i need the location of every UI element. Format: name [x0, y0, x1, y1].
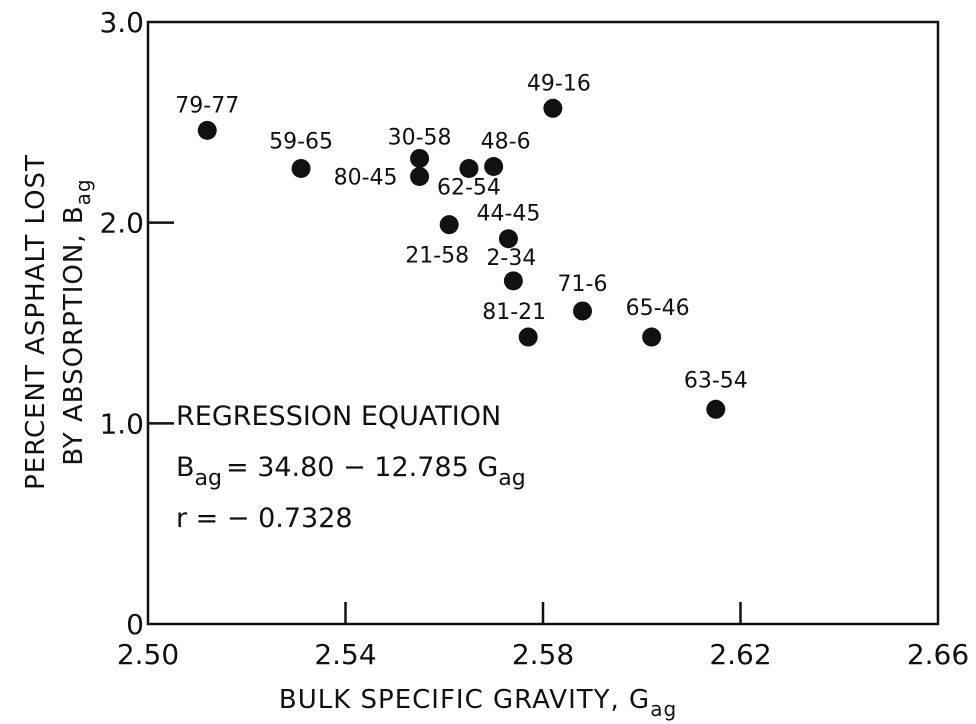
data-point-label: 62-54: [437, 175, 501, 200]
correlation-coefficient: r = − 0.7328: [176, 503, 353, 534]
data-point: [439, 215, 459, 235]
tick-group: 2.50 2.54 2.58 2.62 2.66 0 1.0 2.0 3.0: [99, 6, 969, 671]
data-point: [484, 156, 504, 176]
points-group: 79-77 59-65 30-58 80-45 62-54 48-6 49-16 21-58 4…: [175, 71, 748, 419]
data-point-label: 44-45: [476, 202, 540, 227]
data-point-label: 59-65: [269, 129, 333, 154]
x-tick-label: 2.50: [117, 638, 179, 671]
data-point: [706, 399, 726, 419]
y-axis-title-line2: BY ABSORPTION, Bag: [59, 178, 95, 465]
data-point: [410, 148, 430, 168]
data-point: [498, 229, 518, 249]
y-tick-label: 3.0: [99, 6, 144, 39]
data-point-label: 2-34: [486, 246, 536, 271]
data-point-label: 81-21: [482, 300, 546, 325]
data-point-label: 63-54: [684, 368, 748, 393]
data-point-label: 80-45: [334, 166, 398, 191]
data-point-label: 21-58: [405, 244, 469, 269]
data-point-label: 48-6: [481, 129, 531, 154]
data-point-label: 79-77: [175, 93, 239, 118]
y-tick-label: 0: [126, 608, 144, 641]
data-point: [543, 98, 563, 118]
data-point-label: 30-58: [388, 125, 452, 150]
data-point: [642, 327, 662, 347]
data-point-label: 71-6: [558, 272, 608, 297]
y-tick-label: 2.0: [99, 207, 144, 240]
data-point: [197, 120, 217, 140]
data-point: [573, 301, 592, 321]
x-tick-label: 2.58: [512, 638, 574, 671]
regression-equation: Bag = 34.80 − 12.785 Gag: [176, 452, 526, 491]
data-point: [291, 158, 311, 178]
data-point-label: 65-46: [626, 296, 690, 321]
y-axis-title-line1: PERCENT ASPHALT LOST: [21, 154, 51, 490]
data-point: [503, 271, 523, 291]
x-axis-title: BULK SPECIFIC GRAVITY, Gag: [279, 685, 677, 721]
data-point: [518, 327, 538, 347]
x-tick-label: 2.66: [907, 638, 969, 671]
data-point: [410, 167, 430, 187]
data-point-label: 49-16: [527, 71, 591, 96]
data-point: [459, 158, 479, 178]
regression-title: REGRESSION EQUATION: [176, 401, 501, 432]
x-tick-label: 2.54: [314, 638, 376, 671]
y-tick-label: 1.0: [99, 407, 144, 440]
x-tick-label: 2.62: [709, 638, 771, 671]
